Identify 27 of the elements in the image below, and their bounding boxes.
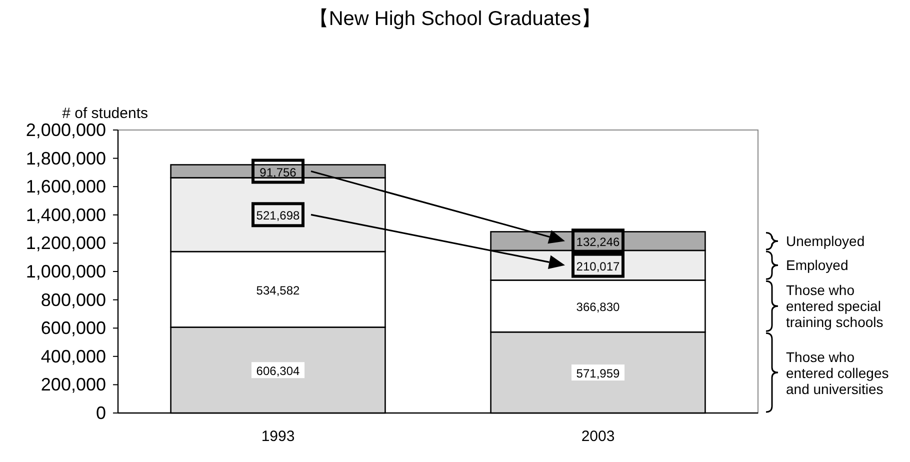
data-label: 521,698 [256, 208, 300, 223]
data-label: 91,756 [260, 165, 297, 180]
y-axis-title: # of students [62, 105, 148, 122]
data-label: 534,582 [256, 283, 300, 298]
data-label: 606,304 [256, 364, 300, 378]
data-label: 210,017 [576, 259, 620, 274]
y-tick-label: 600,000 [40, 318, 106, 338]
y-tick-label: 1,600,000 [26, 176, 106, 197]
data-label: 366,830 [576, 300, 620, 314]
y-tick-label: 800,000 [40, 290, 106, 310]
text: Those who entered special training schools [786, 282, 884, 330]
y-tick-label: 1,000,000 [26, 262, 106, 282]
x-tick-label: 2003 [581, 428, 615, 445]
text: Those who entered colleges and universities [786, 348, 890, 397]
y-tick-label: 0 [96, 403, 106, 423]
y-tick-label: 200,000 [40, 374, 106, 395]
y-tick-label: 400,000 [40, 346, 106, 366]
x-tick-label: 1993 [261, 428, 295, 445]
y-tick-label: 1,200,000 [26, 233, 106, 254]
data-label: 571,959 [576, 366, 620, 381]
y-tick-label: 1,800,000 [26, 148, 106, 168]
y-tick-label: 2,000,000 [26, 120, 106, 140]
legend-label: Unemployed [786, 233, 866, 250]
chart-title: 【New High School Graduates】 [308, 8, 602, 30]
y-tick-label: 1,400,000 [26, 204, 106, 225]
legend-label: Employed [786, 257, 850, 274]
data-label: 132,246 [576, 235, 620, 250]
